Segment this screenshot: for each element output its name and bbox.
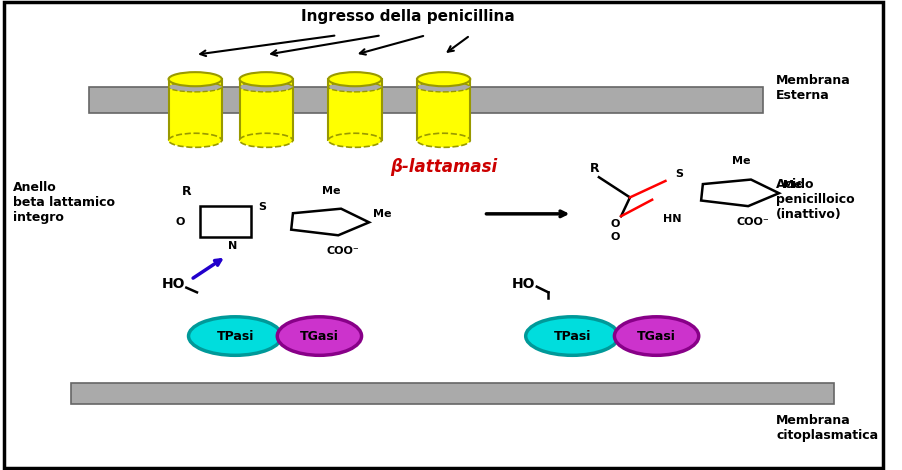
Ellipse shape: [169, 82, 222, 92]
Bar: [71, 383, 834, 404]
Bar: [199, 206, 251, 237]
Ellipse shape: [169, 133, 222, 148]
Text: Membrana
citoplasmatica: Membrana citoplasmatica: [777, 414, 879, 442]
Bar: [88, 87, 763, 113]
Ellipse shape: [614, 317, 699, 355]
Text: HO: HO: [161, 277, 185, 290]
Text: COO⁻: COO⁻: [327, 246, 359, 256]
Ellipse shape: [240, 72, 293, 86]
Text: N: N: [228, 241, 238, 251]
Text: HN: HN: [663, 214, 681, 224]
Ellipse shape: [240, 133, 293, 148]
Text: Anello
beta lattamico
integro: Anello beta lattamico integro: [14, 180, 115, 224]
Text: TGasi: TGasi: [300, 329, 339, 343]
Ellipse shape: [240, 82, 293, 92]
Text: O: O: [175, 217, 185, 227]
Text: Me: Me: [783, 180, 801, 190]
Text: S: S: [675, 169, 683, 179]
Text: Me: Me: [322, 186, 340, 196]
Bar: [328, 79, 382, 140]
Text: β-lattamasi: β-lattamasi: [390, 158, 497, 176]
Text: TPasi: TPasi: [216, 329, 253, 343]
Ellipse shape: [189, 317, 281, 355]
Text: TGasi: TGasi: [637, 329, 676, 343]
Text: S: S: [258, 202, 266, 212]
Text: R: R: [181, 185, 191, 197]
Text: HO: HO: [511, 277, 535, 290]
Ellipse shape: [526, 317, 619, 355]
Ellipse shape: [417, 82, 470, 92]
Text: Ingresso della penicillina: Ingresso della penicillina: [301, 9, 515, 24]
Ellipse shape: [277, 317, 362, 355]
Ellipse shape: [417, 133, 470, 148]
Bar: [240, 79, 293, 140]
Text: COO⁻: COO⁻: [736, 217, 769, 227]
Text: Me: Me: [373, 209, 391, 219]
Bar: [417, 79, 470, 140]
Text: TPasi: TPasi: [554, 329, 591, 343]
Bar: [169, 79, 222, 140]
Ellipse shape: [417, 72, 470, 86]
Ellipse shape: [328, 82, 382, 92]
Ellipse shape: [328, 133, 382, 148]
Text: O: O: [610, 219, 620, 229]
Text: Me: Me: [732, 157, 750, 166]
Ellipse shape: [169, 72, 222, 86]
Ellipse shape: [328, 72, 382, 86]
Text: Membrana
Esterna: Membrana Esterna: [777, 74, 851, 102]
Text: Acido
penicilloico
(inattivo): Acido penicilloico (inattivo): [777, 178, 855, 221]
Text: O: O: [610, 232, 620, 242]
Text: R: R: [590, 162, 599, 174]
